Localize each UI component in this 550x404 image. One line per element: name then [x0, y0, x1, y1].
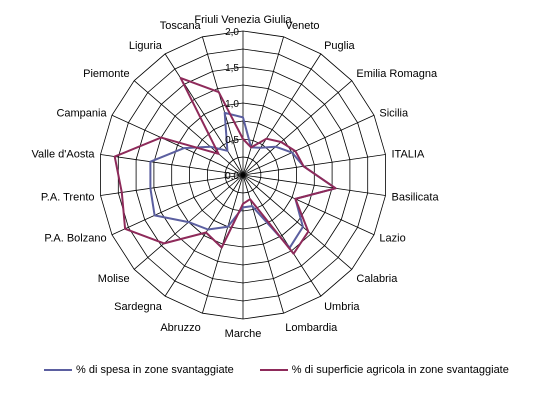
spoke — [242, 174, 353, 270]
category-label: Puglia — [324, 40, 355, 52]
category-label: Molise — [98, 273, 130, 285]
spoke — [242, 174, 284, 314]
legend-item-spesa: % di spesa in zone svantaggiate — [44, 364, 234, 376]
category-label: Veneto — [285, 20, 319, 32]
legend: % di spesa in zone svantaggiate % di sup… — [44, 362, 535, 378]
spoke — [111, 114, 244, 176]
category-label: Sardegna — [114, 301, 163, 313]
category-label: Valle d'Aosta — [31, 149, 95, 161]
spoke — [242, 174, 375, 236]
category-label: Friuli Venezia Giulia — [194, 14, 292, 26]
legend-label-spesa: % di spesa in zone svantaggiate — [76, 364, 234, 376]
tick-label: 1,5 — [225, 63, 239, 74]
legend-swatch-spesa — [44, 369, 72, 371]
category-label: P.A. Bolzano — [44, 232, 106, 244]
category-label: Campania — [56, 108, 107, 120]
tick-label: 0,5 — [225, 135, 239, 146]
radial-tick-labels: 0,0 0,5 1,0 1,5 2,0 — [225, 27, 239, 182]
spoke — [242, 174, 322, 297]
series-line-superficie — [113, 77, 337, 255]
category-label: Calabria — [356, 273, 398, 285]
legend-label-superficie: % di superficie agricola in zone svantag… — [291, 364, 509, 376]
tick-label: 2,0 — [225, 27, 239, 38]
spoke — [202, 36, 244, 176]
category-label: P.A. Trento — [41, 191, 95, 203]
spoke — [242, 36, 284, 176]
radar-spokes — [100, 31, 386, 319]
category-label: Liguria — [129, 40, 163, 52]
category-label: Abruzzo — [160, 322, 200, 334]
spoke — [242, 80, 353, 176]
spoke — [164, 53, 244, 176]
category-label: Toscana — [160, 20, 202, 32]
category-label: Piemonte — [83, 68, 129, 80]
radar-series — [113, 77, 337, 255]
series-line-spesa — [149, 111, 337, 249]
spoke — [133, 80, 244, 176]
spoke — [242, 114, 375, 176]
category-label: Lazio — [379, 232, 405, 244]
legend-swatch-superficie — [259, 369, 288, 371]
category-label: Emilia Romagna — [356, 68, 438, 80]
category-label: Sicilia — [379, 108, 409, 120]
category-label: Basilicata — [392, 191, 440, 203]
category-label: Marche — [225, 328, 262, 340]
spoke — [242, 154, 386, 176]
spoke — [100, 174, 244, 196]
tick-label: 1,0 — [225, 99, 239, 110]
spoke — [111, 174, 244, 236]
spoke — [100, 154, 244, 176]
spoke — [242, 53, 322, 176]
category-label: Umbria — [324, 301, 360, 313]
tick-label: 0,0 — [225, 171, 239, 182]
spoke — [164, 174, 244, 297]
category-label: Lombardia — [285, 322, 338, 334]
legend-item-superficie: % di superficie agricola in zone svantag… — [259, 364, 509, 376]
category-label: ITALIA — [392, 149, 425, 161]
spoke — [242, 174, 386, 196]
